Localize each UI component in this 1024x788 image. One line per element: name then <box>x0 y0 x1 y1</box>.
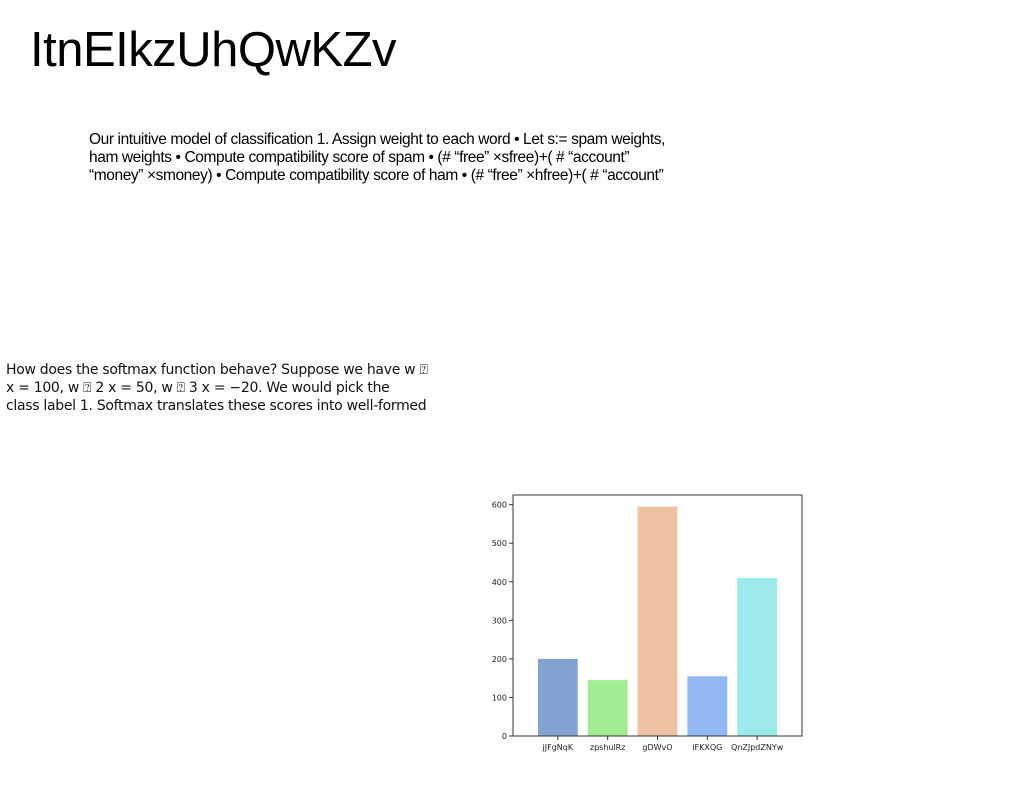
x-tick-label: QnZJpdZNYw <box>731 743 784 752</box>
text-line: x = 100, w ⍰ 2 x = 50, w ⍰ 3 x = −20. We… <box>6 380 390 396</box>
text-line: Our intuitive model of classification 1.… <box>89 131 665 148</box>
bar-zpshulRz <box>587 680 628 736</box>
x-tick-label: zpshulRz <box>590 743 626 752</box>
bar-jJFgNqK <box>537 658 578 736</box>
bar-QnZJpdZNYw <box>737 577 778 736</box>
bar-chart: 0 100 200 300 400 500 600 jJFgNqK zpshulRz gDWvO… <box>492 494 803 752</box>
y-tick-label: 600 <box>492 501 507 510</box>
bar-iFKXQG <box>687 676 728 736</box>
y-axis: 0 100 200 300 400 500 600 <box>492 501 513 741</box>
x-axis: jJFgNqK zpshulRz gDWvO iFKXQG QnZJpdZNYw <box>542 736 784 752</box>
y-tick-label: 200 <box>492 655 507 664</box>
page-title: ItnEIkzUhQwKZv <box>30 23 397 77</box>
text-line: “money” ×smoney) • Compute compatibility… <box>89 167 664 184</box>
text-block-softmax: How does the softmax function behave? Su… <box>6 361 476 415</box>
bars <box>537 506 778 736</box>
y-tick-label: 500 <box>492 539 507 548</box>
y-tick-label: 0 <box>502 732 507 741</box>
text-block-classification: Our intuitive model of classification 1.… <box>89 131 749 185</box>
plot-frame <box>512 494 803 737</box>
y-tick-label: 300 <box>492 616 507 625</box>
y-tick-label: 400 <box>492 578 507 587</box>
bar-gDWvO <box>637 506 678 736</box>
text-line: How does the softmax function behave? Su… <box>6 362 428 378</box>
x-tick-label: jJFgNqK <box>542 743 574 752</box>
x-tick-label: iFKXQG <box>692 743 722 752</box>
text-line: class label 1. Softmax translates these … <box>6 398 427 414</box>
text-line: ham weights • Compute compatibility scor… <box>89 149 630 166</box>
y-tick-label: 100 <box>492 693 507 702</box>
x-tick-label: gDWvO <box>642 743 672 752</box>
